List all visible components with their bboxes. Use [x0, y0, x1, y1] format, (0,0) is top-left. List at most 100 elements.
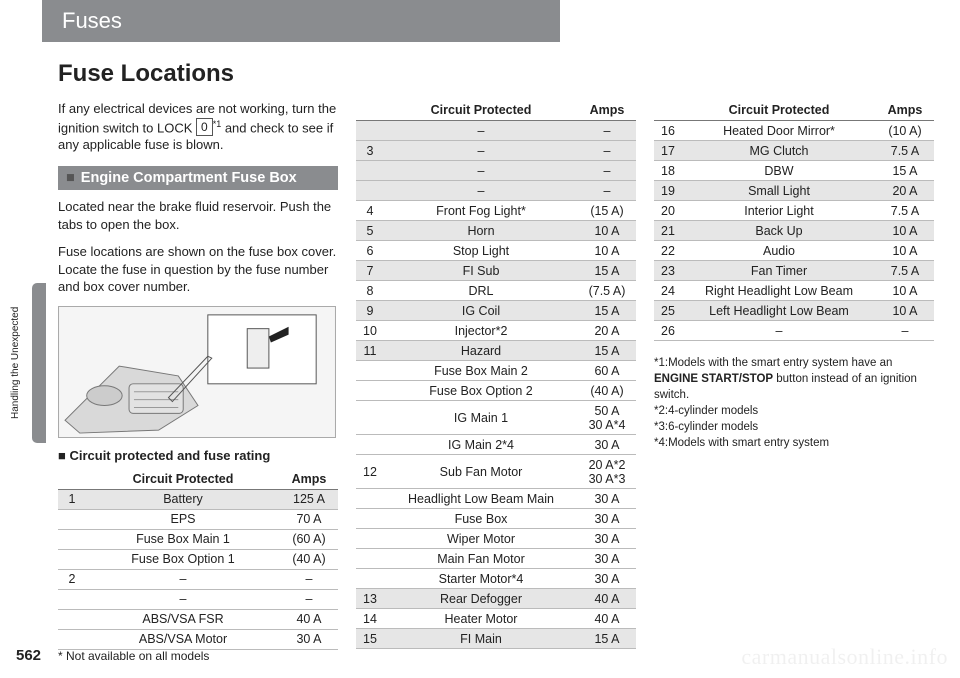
cell-num: 2 — [58, 569, 86, 589]
cell-amps: 10 A — [876, 281, 934, 301]
cell-amps: 30 A — [578, 435, 636, 455]
cell-amps: – — [280, 569, 338, 589]
cell-circuit: DRL — [384, 281, 578, 301]
cell-amps: 20 A*230 A*3 — [578, 455, 636, 489]
cell-num: 22 — [654, 241, 682, 261]
cell-amps: (60 A) — [280, 529, 338, 549]
cell-num — [356, 569, 384, 589]
cell-amps: 10 A — [876, 241, 934, 261]
cell-num — [356, 435, 384, 455]
cell-num: 25 — [654, 301, 682, 321]
cell-num: 26 — [654, 321, 682, 341]
table-row: 10Injector*220 A — [356, 321, 636, 341]
cell-num: 23 — [654, 261, 682, 281]
table-row: 24Right Headlight Low Beam10 A — [654, 281, 934, 301]
cell-num — [356, 401, 384, 435]
cell-circuit: Battery — [86, 489, 280, 509]
cell-amps: 40 A — [280, 609, 338, 629]
section-heading: Engine Compartment Fuse Box — [58, 166, 338, 190]
cell-amps: 10 A — [876, 301, 934, 321]
cell-amps: 20 A — [876, 181, 934, 201]
table-row: Fuse Box Option 1(40 A) — [58, 549, 338, 569]
cell-amps: (15 A) — [578, 201, 636, 221]
table-row: 20Interior Light7.5 A — [654, 201, 934, 221]
cell-amps: 30 A — [280, 629, 338, 649]
cell-circuit: Back Up — [682, 221, 876, 241]
cell-circuit: – — [86, 569, 280, 589]
cell-num: 1 — [58, 489, 86, 509]
cell-circuit: Starter Motor*4 — [384, 569, 578, 589]
table-row: 9IG Coil15 A — [356, 301, 636, 321]
cell-amps: 10 A — [578, 221, 636, 241]
table-row: 25Left Headlight Low Beam10 A — [654, 301, 934, 321]
cell-amps: 7.5 A — [876, 201, 934, 221]
cell-num: 9 — [356, 301, 384, 321]
cell-num: 21 — [654, 221, 682, 241]
chapter-title: Fuses — [62, 8, 122, 34]
th-amps: Amps — [578, 100, 636, 121]
cell-circuit: – — [384, 141, 578, 161]
cell-num: 16 — [654, 121, 682, 141]
page-title: Fuse Locations — [58, 60, 938, 88]
tbody-1: 1Battery125 AEPS70 AFuse Box Main 1(60 A… — [58, 489, 338, 649]
table-row: –– — [356, 161, 636, 181]
th-num — [58, 469, 86, 490]
body-text-1: Located near the brake fluid reservoir. … — [58, 198, 338, 233]
table-row: Fuse Box Option 2(40 A) — [356, 381, 636, 401]
intro-sup: *1 — [213, 119, 222, 129]
column-3: Circuit Protected Amps 16Heated Door Mir… — [654, 100, 934, 650]
cell-circuit: Small Light — [682, 181, 876, 201]
cell-num: 3 — [356, 141, 384, 161]
table-row: Fuse Box Main 1(60 A) — [58, 529, 338, 549]
column-1: If any electrical devices are not workin… — [58, 100, 338, 650]
cell-num: 5 — [356, 221, 384, 241]
cell-amps: – — [578, 121, 636, 141]
cell-num: 8 — [356, 281, 384, 301]
cell-num: 11 — [356, 341, 384, 361]
cell-circuit: ABS/VSA FSR — [86, 609, 280, 629]
cell-amps: – — [280, 589, 338, 609]
cell-circuit: Fuse Box Main 2 — [384, 361, 578, 381]
cell-num — [58, 529, 86, 549]
cell-num: 13 — [356, 589, 384, 609]
cell-amps: 50 A30 A*4 — [578, 401, 636, 435]
cell-circuit: Right Headlight Low Beam — [682, 281, 876, 301]
th-circuit: Circuit Protected — [86, 469, 280, 490]
cell-amps: 30 A — [578, 529, 636, 549]
note-4: *4:Models with smart entry system — [654, 435, 934, 451]
table-row: 12Sub Fan Motor20 A*230 A*3 — [356, 455, 636, 489]
cell-circuit: Main Fan Motor — [384, 549, 578, 569]
table-row: 6Stop Light10 A — [356, 241, 636, 261]
cell-circuit: Hazard — [384, 341, 578, 361]
cell-circuit: Rear Defogger — [384, 589, 578, 609]
cell-amps: 7.5 A — [876, 261, 934, 281]
table-row: Fuse Box Main 260 A — [356, 361, 636, 381]
table-row: 3–– — [356, 141, 636, 161]
table-row: –– — [356, 121, 636, 141]
cell-amps: 125 A — [280, 489, 338, 509]
cell-circuit: Audio — [682, 241, 876, 261]
table-row: Starter Motor*430 A — [356, 569, 636, 589]
cell-circuit: Interior Light — [682, 201, 876, 221]
table-row: 13Rear Defogger40 A — [356, 589, 636, 609]
table-row: 18DBW15 A — [654, 161, 934, 181]
cell-amps: – — [578, 161, 636, 181]
cell-amps: 7.5 A — [876, 141, 934, 161]
table-row: Main Fan Motor30 A — [356, 549, 636, 569]
cell-circuit: Stop Light — [384, 241, 578, 261]
cell-circuit: IG Main 2*4 — [384, 435, 578, 455]
cell-circuit: – — [86, 589, 280, 609]
cell-num: 18 — [654, 161, 682, 181]
table-row: 15FI Main15 A — [356, 629, 636, 649]
th-circuit: Circuit Protected — [384, 100, 578, 121]
cell-num: 15 — [356, 629, 384, 649]
cell-num: 19 — [654, 181, 682, 201]
note-3: *3:6-cylinder models — [654, 419, 934, 435]
table-row: 22Audio10 A — [654, 241, 934, 261]
page-content: Fuse Locations If any electrical devices… — [58, 60, 938, 650]
cell-amps: 30 A — [578, 569, 636, 589]
cell-circuit: ABS/VSA Motor — [86, 629, 280, 649]
cell-num: 24 — [654, 281, 682, 301]
table-row: Headlight Low Beam Main30 A — [356, 489, 636, 509]
cell-num: 10 — [356, 321, 384, 341]
